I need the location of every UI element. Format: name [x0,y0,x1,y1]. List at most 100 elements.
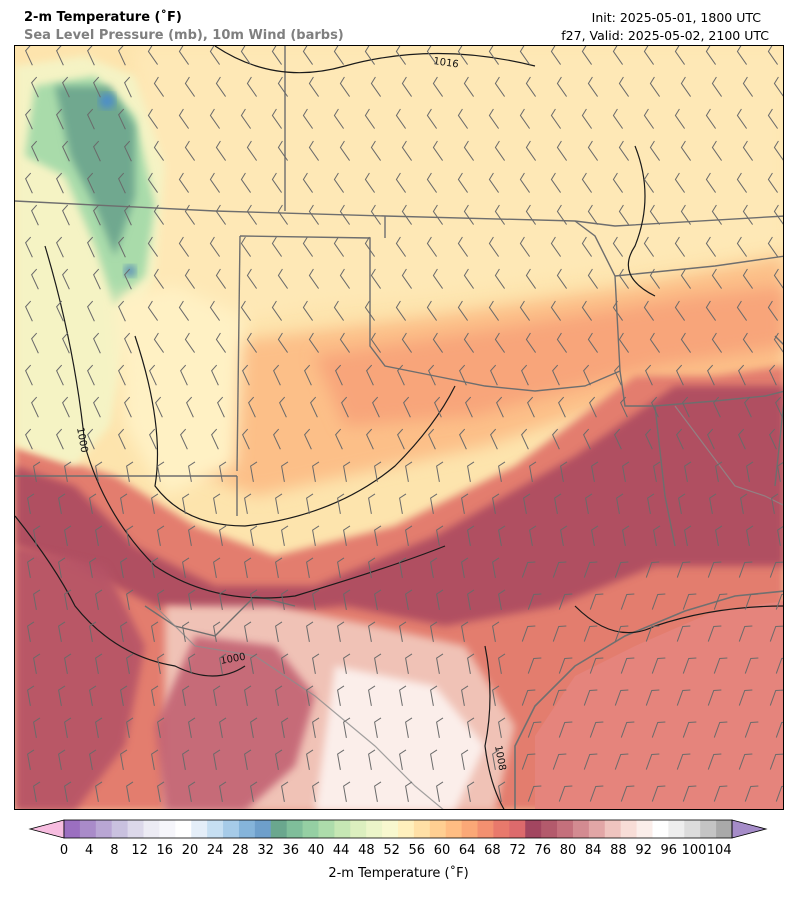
wind-barb [33,717,41,738]
wind-barb [118,364,126,386]
wind-barb [153,76,164,97]
wind-barb [405,461,413,482]
wind-barb [682,396,690,418]
colorbar-swatch [64,820,81,838]
wind-barb [95,589,103,610]
wind-barb [399,621,407,642]
wind-barb [403,396,411,418]
wind-barb [773,204,783,225]
wind-barb [95,525,103,546]
colorbar-swatch [572,820,590,838]
wind-barb [343,717,351,738]
wind-barb [746,525,754,546]
wind-barb [399,493,407,514]
wind-barb [281,717,289,738]
wind-barb [620,785,635,802]
colorbar-swatch [620,820,637,838]
wind-barb [552,753,567,770]
wind-barb [25,172,33,194]
wind-barb [643,46,654,65]
wind-barb [461,557,469,578]
wind-barb [58,493,66,514]
wind-barb [395,46,406,65]
wind-barb [339,332,350,353]
wind-barb [405,589,413,610]
colorbar-tick-label: 72 [509,843,526,858]
wind-barb [27,685,35,706]
wind-barb [401,332,412,353]
wind-barb [157,525,165,546]
colorbar-swatch [541,820,558,838]
colorbar-under-triangle [28,819,65,839]
wind-barb [87,236,95,258]
wind-barb [521,753,536,770]
wind-barb [614,428,622,450]
wind-barb [27,621,35,642]
wind-barb [583,689,598,706]
colorbar-tick-label: 88 [610,843,627,858]
wind-barb [27,557,35,578]
wind-barb [219,653,227,674]
wind-barb [337,557,345,578]
wind-barb [87,46,95,66]
wind-barb [591,461,599,482]
wind-barb [215,268,226,289]
state-borders [15,46,783,637]
colorbar-swatch [127,820,144,838]
wind-barb [56,108,64,130]
wind-barb [682,785,697,802]
isobar-label: 1000 [220,652,247,667]
wind-barb [151,621,159,642]
wind-barb [556,268,567,289]
wind-barb [308,76,319,97]
wind-barb [151,749,159,770]
wind-barb [612,172,623,193]
colorbar-swatch [636,820,653,838]
wind-barb [682,721,697,738]
wind-barb [33,589,41,610]
wind-barb [773,76,783,97]
wind-barb [550,236,561,257]
wind-barb [705,172,716,193]
wind-barb [277,140,288,161]
wind-barb [339,204,350,225]
wind-barb [467,589,475,610]
wind-barb [591,525,599,546]
wind-barb [308,140,319,161]
wind-barb [428,364,436,386]
wind-barb [308,204,319,225]
wind-barb [147,46,158,65]
wind-barb [302,236,313,257]
wind-barb [492,621,500,642]
wind-barb [556,140,567,161]
wind-barb [560,525,568,546]
wind-barb [426,46,437,65]
wind-barb [676,428,684,450]
wind-barb [337,621,345,642]
wind-barb [240,108,251,129]
wind-barb [709,493,717,514]
wind-barb [430,749,438,770]
colorbar-tick-label: 100 [681,843,707,858]
wind-barb [25,364,33,386]
wind-barb [209,108,220,129]
wind-barb [395,236,406,257]
wind-barb [399,557,407,578]
wind-barb [213,621,221,642]
wind-barb [674,236,685,257]
wind-barb [151,557,159,578]
wind-barb [467,653,475,674]
wind-barb [492,557,500,578]
colorbar-swatch [79,820,97,838]
wind-barb [118,172,126,194]
map-title: 2-m Temperature (˚F) [24,10,182,25]
wind-barb [527,396,535,418]
wind-barb [618,140,629,161]
wind-barb [552,561,567,578]
colorbar-swatch [382,820,399,838]
wind-barb [93,332,101,354]
wind-barb [273,364,281,386]
colorbar-swatch [477,820,494,838]
colorbar-swatch [604,820,622,838]
wind-barb [432,268,443,289]
